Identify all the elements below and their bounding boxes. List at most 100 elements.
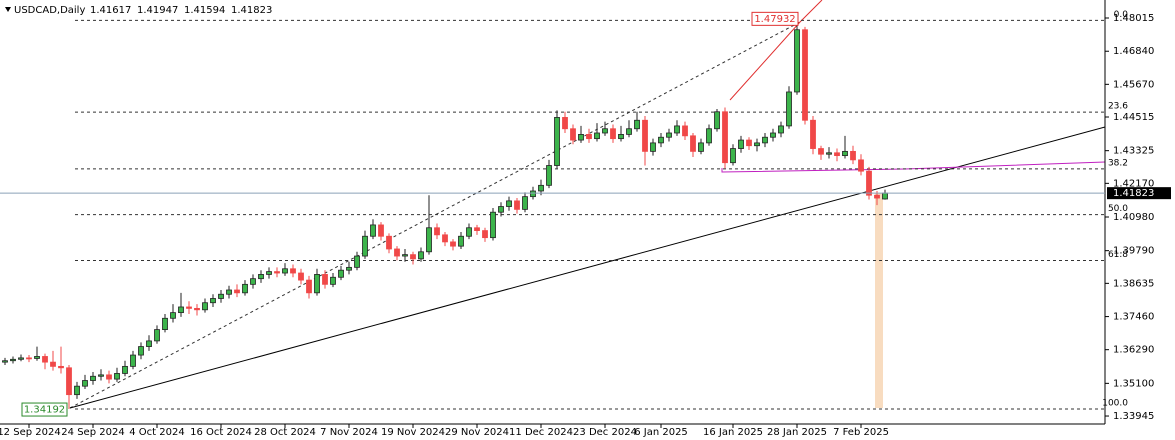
symbol: USDCAD,Daily (14, 5, 85, 16)
candle-body (50, 361, 56, 367)
candle-body (738, 139, 744, 149)
low-value: 1.41594 (184, 5, 225, 16)
candle-body (114, 373, 120, 380)
x-tick-label: 28 Jan 2025 (767, 427, 827, 438)
candle-body (2, 360, 8, 363)
candle-body (58, 365, 64, 369)
x-tick-label: 7 Nov 2024 (320, 427, 378, 438)
x-tick-label: 12 Sep 2024 (0, 427, 61, 438)
candle-body (18, 357, 24, 360)
fibo-label: 61.8 (1108, 250, 1128, 260)
candle-body (106, 374, 112, 380)
candle-body (450, 241, 456, 247)
candle-body (842, 150, 848, 157)
candle-body (802, 29, 808, 121)
red-trend-line (729, 0, 823, 101)
candle-body (482, 230, 488, 239)
candle-body (698, 142, 704, 152)
candle-body (682, 125, 688, 137)
candle-body (658, 136, 664, 144)
open-value: 1.41617 (90, 5, 131, 16)
high-value: 1.41947 (137, 5, 178, 16)
candle-body (586, 134, 592, 140)
candle-body (170, 312, 176, 319)
menu-arrow[interactable] (5, 7, 11, 12)
candle-body (122, 365, 128, 374)
candle-body (234, 289, 240, 294)
candle-body (650, 142, 656, 152)
x-tick-label: 28 Oct 2024 (254, 427, 316, 438)
candle-body (210, 298, 216, 304)
x-tick-label: 23 Dec 2024 (573, 427, 637, 438)
fibo-label: 23.6 (1108, 102, 1128, 112)
candle-body (290, 268, 296, 274)
candle-body (466, 227, 472, 237)
candle-body (530, 190, 536, 198)
candle-body (538, 184, 544, 192)
x-tick-label: 19 Nov 2024 (381, 427, 445, 438)
high-box (751, 11, 799, 26)
fibo-label: 50.0 (1108, 204, 1128, 214)
candle-body (266, 271, 272, 275)
high-label: 1.47932 (754, 14, 795, 25)
low-label: 1.34192 (24, 405, 65, 416)
candle-body (546, 165, 552, 186)
candle-body (194, 307, 200, 311)
candle-body (794, 29, 800, 93)
candle-body (554, 117, 560, 166)
candle-body (506, 200, 512, 207)
candle-body (426, 227, 432, 253)
y-tick-label: 1.35100 (1113, 378, 1154, 389)
x-tick-label: 11 Dec 2024 (509, 427, 573, 438)
candle-body (458, 235, 464, 247)
candle-body (242, 283, 248, 294)
y-tick-label: 1.44515 (1113, 112, 1154, 123)
candle-body (850, 150, 856, 161)
candle-body (186, 306, 192, 309)
candle-body (354, 255, 360, 268)
candle-body (386, 235, 392, 250)
highlight-zone (875, 193, 883, 408)
candle-body (346, 266, 352, 271)
y-tick-label: 1.42170 (1113, 178, 1154, 189)
candle-body (634, 119, 640, 130)
candle-body (226, 289, 232, 295)
fibo-label: 38.2 (1108, 158, 1128, 168)
candle-body (642, 119, 648, 152)
x-tick-label: 7 Feb 2025 (833, 427, 889, 438)
candle-body (274, 271, 280, 274)
close-value: 1.41823 (231, 5, 272, 16)
fibo-label: 100.0 (1102, 399, 1128, 409)
y-tick-label: 1.33945 (1113, 411, 1154, 422)
candle-body (522, 196, 528, 210)
candle-body (818, 148, 824, 155)
candle-body (154, 329, 160, 342)
candle-body (690, 135, 696, 152)
x-tick-label: 6 Jan 2025 (634, 427, 688, 438)
candle-body (666, 132, 672, 138)
candle-body (338, 269, 344, 278)
candle-body (362, 235, 368, 257)
candle-body (394, 248, 400, 257)
current-price-label: 1.41823 (1113, 188, 1154, 199)
candle-body (762, 136, 768, 144)
candle-body (370, 224, 376, 237)
candle-body (298, 272, 304, 281)
candle-body (42, 356, 48, 363)
candle-body (282, 268, 288, 274)
x-tick-label: 4 Oct 2024 (129, 427, 184, 438)
candle-body (498, 206, 504, 213)
candle-body (714, 111, 720, 130)
candle-body (786, 91, 792, 127)
y-tick-label: 1.46840 (1113, 46, 1154, 57)
candle-body (754, 142, 760, 147)
candle-body (706, 128, 712, 144)
candle-body (66, 367, 72, 396)
candle-body (874, 194, 880, 199)
candle-body (562, 117, 568, 130)
candle-body (810, 119, 816, 149)
candle-body (162, 317, 168, 330)
candle-body (146, 340, 152, 347)
candle-body (130, 354, 136, 367)
